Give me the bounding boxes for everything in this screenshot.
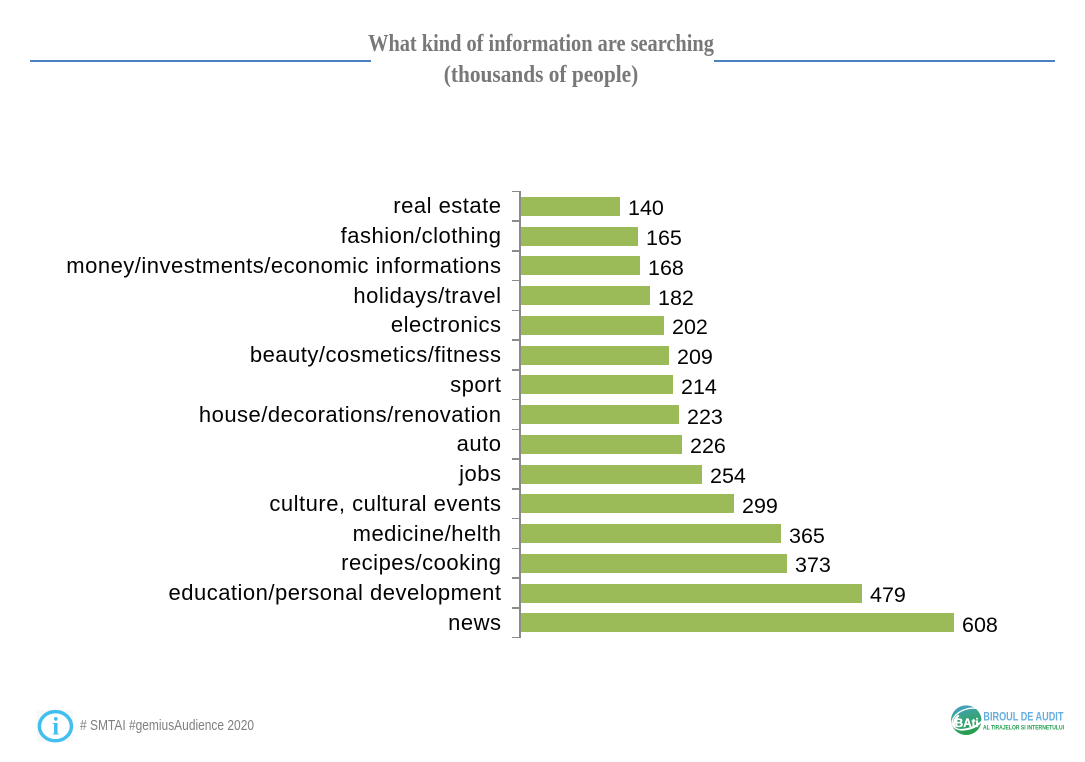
svg-text:BIROUL DE AUDIT: BIROUL DE AUDIT [983, 712, 1063, 724]
svg-text:BAti: BAti [955, 718, 979, 730]
svg-text:AL TIRAJELOR SI INTERNETULUI: AL TIRAJELOR SI INTERNETULUI [983, 724, 1064, 731]
svg-text:i: i [52, 713, 59, 740]
